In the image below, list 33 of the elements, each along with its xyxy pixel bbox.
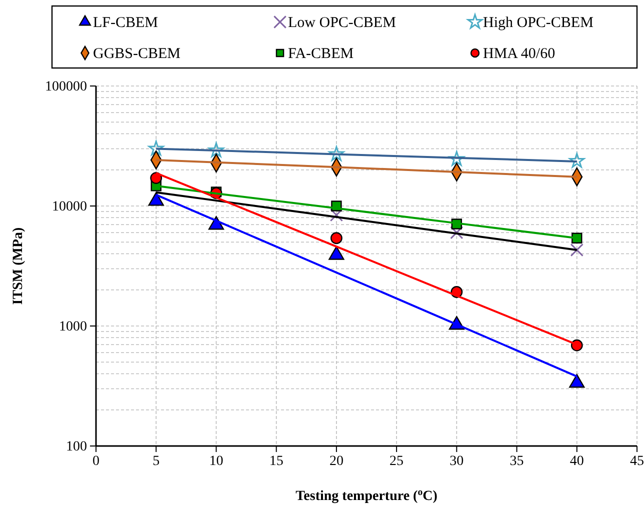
legend-label: FA-CBEM [288, 46, 354, 62]
legend-label: HMA 40/60 [483, 46, 556, 62]
x-axis-title: Testing temperture ($^{o}$C) [296, 486, 438, 504]
point [330, 208, 344, 222]
x-tick-label: 5 [152, 454, 160, 469]
y-tick-label: 10000 [52, 199, 87, 214]
y-tick-label: 100 [66, 439, 87, 454]
point [450, 226, 464, 240]
legend-label: LF-CBEM [93, 15, 158, 31]
x-tick-label: 30 [450, 454, 464, 469]
point [150, 172, 162, 184]
y-tick-label: 1000 [59, 319, 87, 334]
x-tick-label: 0 [92, 454, 100, 469]
y-axis-title: ITSM (MPa) [11, 226, 26, 305]
x-tick-label: 40 [570, 454, 584, 469]
point [330, 232, 342, 244]
y-tick-label: 100000 [45, 79, 87, 94]
x-tick-label: 25 [390, 454, 404, 469]
point [448, 151, 464, 166]
x-tick-label: 45 [630, 454, 644, 469]
point [328, 146, 344, 161]
point [148, 140, 164, 156]
legend-label: GGBS-CBEM [93, 46, 181, 62]
point [569, 152, 585, 168]
x-tick-label: 15 [269, 454, 284, 469]
legend-label: Low OPC-CBEM [288, 15, 396, 31]
point [570, 243, 584, 257]
point [208, 142, 224, 158]
point [570, 339, 583, 352]
legend-label: High OPC-CBEM [483, 15, 594, 31]
x-tick-label: 10 [209, 454, 224, 469]
x-tick-label: 20 [329, 454, 344, 469]
x-tick-label: 35 [510, 454, 524, 469]
